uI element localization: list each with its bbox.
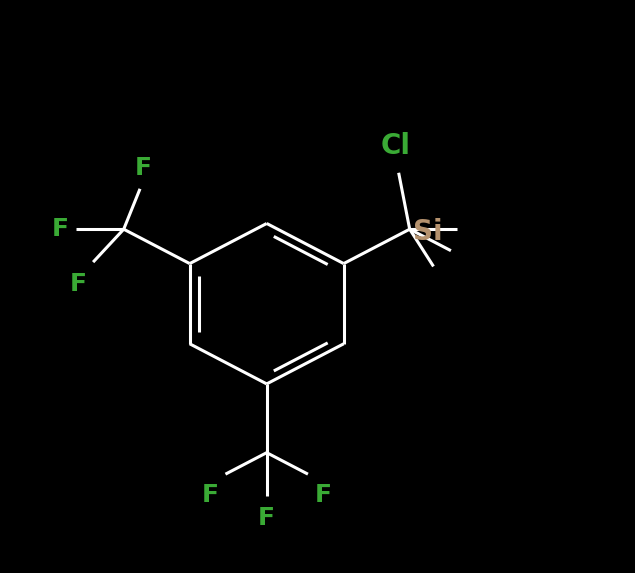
Text: Si: Si <box>413 218 443 246</box>
Text: F: F <box>202 482 219 507</box>
Text: F: F <box>314 482 331 507</box>
Text: F: F <box>258 506 275 530</box>
Text: F: F <box>135 156 152 180</box>
Text: F: F <box>51 217 69 241</box>
Text: F: F <box>70 272 87 296</box>
Text: Cl: Cl <box>380 132 410 160</box>
